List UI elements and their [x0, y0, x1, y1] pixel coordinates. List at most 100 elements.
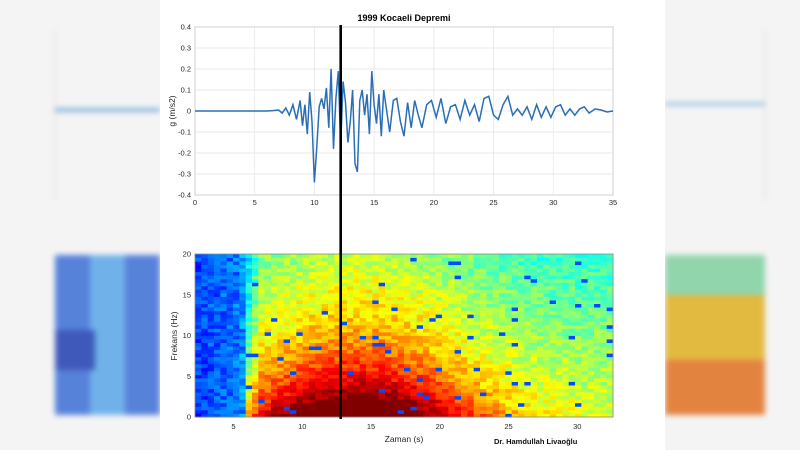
- heatmap-cell: [366, 395, 373, 400]
- heatmap-cell: [277, 402, 285, 407]
- heatmap-cell: [416, 381, 424, 386]
- heatmap-cell: [448, 378, 456, 382]
- heatmap-cell: [214, 275, 221, 280]
- heatmap-cell: [347, 324, 354, 329]
- heatmap-cell: [499, 324, 506, 329]
- heatmap-cell: [486, 399, 494, 404]
- heatmap-cell: [448, 278, 456, 283]
- heatmap-cell: [435, 321, 443, 326]
- heatmap-cell: [600, 321, 608, 326]
- heatmap-cell: [271, 385, 278, 390]
- heatmap-cell: [575, 402, 582, 407]
- heatmap-cell: [264, 254, 272, 258]
- heatmap-cell: [556, 385, 563, 390]
- heatmap-cell: [391, 367, 399, 372]
- heatmap-cell: [321, 289, 329, 294]
- heatmap-cell: [511, 353, 519, 358]
- heatmap-cell: [201, 413, 209, 418]
- heatmap-cell: [334, 264, 342, 269]
- heatmap-cell: [239, 271, 247, 276]
- heatmap-cell: [378, 346, 386, 351]
- heatmap-cell: [600, 367, 608, 372]
- heatmap-cell: [353, 254, 361, 258]
- heatmap-cell: [353, 363, 361, 368]
- heatmap-cell: [353, 399, 361, 404]
- heatmap-cell: [505, 363, 513, 368]
- heatmap-cell: [239, 317, 247, 322]
- heatmap-cell: [340, 346, 348, 351]
- heatmap-cell: [239, 296, 247, 301]
- heatmap-cell: [600, 264, 608, 269]
- heatmap-cell: [385, 285, 392, 290]
- heatmap-cell: [473, 378, 481, 382]
- heatmap-cell: [220, 324, 228, 329]
- heatmap-cell: [252, 300, 259, 305]
- heatmap-cell: [372, 314, 380, 319]
- heatmap-cell: [290, 374, 297, 379]
- heatmap-cell: [309, 310, 316, 315]
- heatmap-cell: [321, 388, 329, 393]
- heatmap-cell: [391, 268, 399, 273]
- heatmap-cell: [581, 296, 589, 301]
- heatmap-cell: [315, 310, 323, 315]
- heatmap-cell: [334, 324, 342, 329]
- heatmap-cell: [404, 314, 411, 319]
- heatmap-cell: [416, 275, 424, 280]
- heatmap-cell: [366, 317, 373, 322]
- heatmap-cell: [378, 409, 386, 414]
- heatmap-cell: [302, 360, 310, 365]
- heatmap-cell: [252, 360, 259, 365]
- heatmap-cell: [581, 328, 589, 333]
- heatmap-cell: [461, 300, 468, 305]
- heatmap-cell: [290, 328, 297, 333]
- heatmap-cell: [410, 353, 418, 358]
- heatmap-cell: [296, 289, 304, 294]
- heatmap-cell: [321, 314, 329, 319]
- heatmap-cell: [543, 317, 551, 322]
- heatmap-cell: [283, 409, 291, 414]
- heatmap-cell: [404, 409, 411, 414]
- heatmap-cell: [340, 303, 348, 308]
- heatmap-cell: [524, 310, 532, 315]
- heatmap-cell: [207, 370, 215, 375]
- heatmap-cell: [264, 388, 272, 393]
- heatmap-cell: [233, 292, 240, 297]
- x-tick-label: 20: [436, 422, 444, 431]
- heatmap-cell: [429, 392, 437, 397]
- heatmap-cell: [549, 261, 557, 266]
- heatmap-cell: [556, 324, 563, 329]
- heatmap-cell: [600, 413, 608, 418]
- heatmap-cell: [423, 254, 430, 258]
- heatmap-cell: [562, 378, 570, 382]
- heatmap-cell: [296, 406, 304, 411]
- heatmap-cell: [315, 324, 323, 329]
- heatmap-cell: [378, 268, 386, 273]
- heatmap-cell: [391, 278, 399, 283]
- x-tick-label: 25: [504, 422, 512, 431]
- heatmap-cell: [214, 402, 221, 407]
- heatmap-cell: [461, 349, 468, 354]
- heatmap-cell: [423, 374, 430, 379]
- heatmap-cell: [214, 342, 221, 347]
- heatmap-cell: [353, 370, 361, 375]
- heatmap-cell: [461, 257, 468, 262]
- heatmap-cell: [594, 349, 601, 354]
- heatmap-cell: [207, 310, 215, 315]
- heatmap-cell: [302, 317, 310, 322]
- heatmap-cell: [454, 413, 462, 418]
- heatmap-cell: [511, 257, 519, 262]
- heatmap-cell: [296, 268, 304, 273]
- heatmap-cell: [207, 395, 215, 400]
- heatmap-cell: [201, 261, 209, 266]
- heatmap-cell: [321, 360, 329, 365]
- heatmap-cell: [315, 395, 323, 400]
- heatmap-cell: [264, 285, 272, 290]
- heatmap-cell: [378, 282, 386, 287]
- heatmap-cell: [195, 367, 202, 372]
- heatmap-cell: [575, 317, 582, 322]
- heatmap-cell: [423, 339, 430, 343]
- heatmap-cell: [492, 289, 500, 294]
- heatmap-cell: [594, 356, 601, 361]
- heatmap-cell: [385, 300, 392, 305]
- heatmap-cell: [549, 349, 557, 354]
